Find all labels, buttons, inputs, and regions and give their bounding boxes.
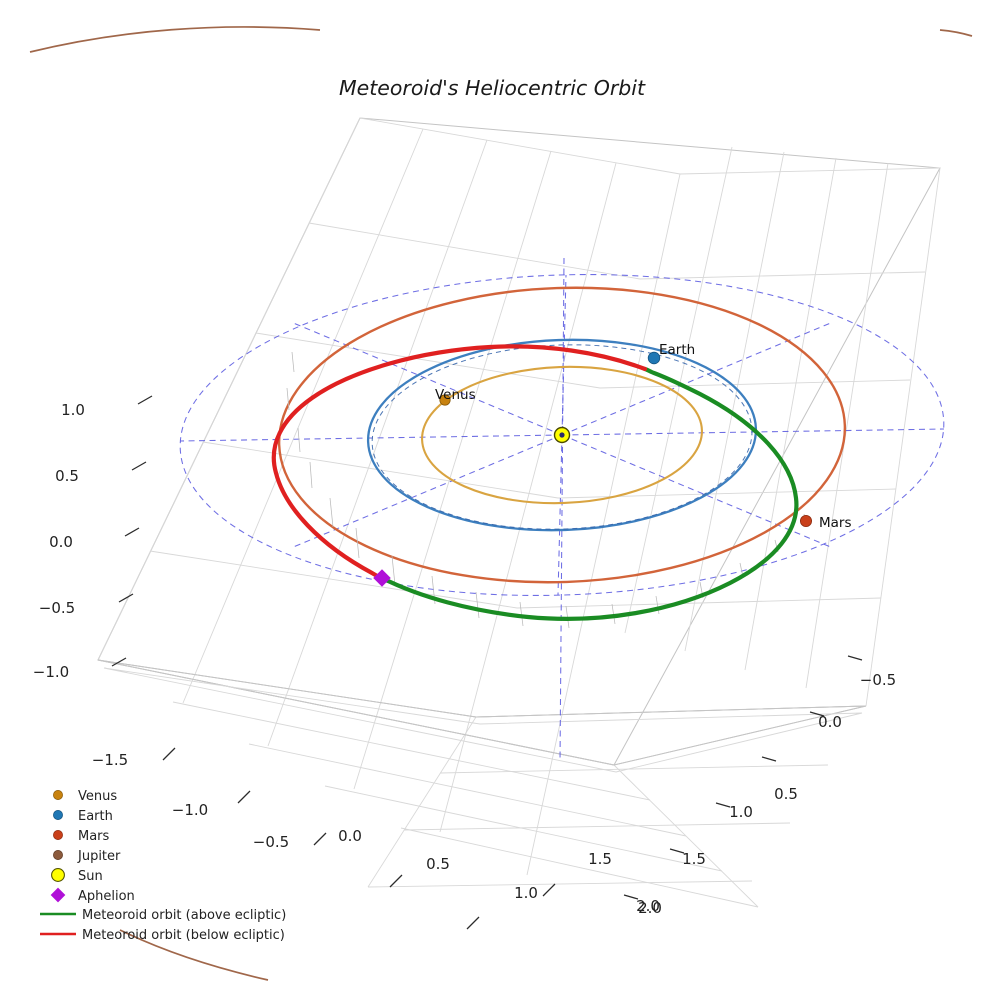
mars-orbit-curve — [277, 286, 847, 584]
venus-marker — [439, 394, 451, 406]
z-tick-label: 1.0 — [61, 401, 85, 419]
x-tick-label: −1.0 — [172, 801, 208, 819]
legend-marker-venus — [53, 790, 63, 800]
y-axis-ticks — [623, 655, 863, 900]
mars-label: Mars — [819, 515, 852, 531]
legend-marker-sun — [51, 868, 65, 882]
ecliptic-reference-grid — [179, 257, 945, 763]
z-tick-label: 0.5 — [55, 467, 79, 485]
meteoroid-droplines — [286, 351, 807, 629]
meteoroid-orbit-below-ecliptic — [271, 344, 648, 581]
jupiter-orbit-curve — [29, 26, 973, 981]
legend-label-aphelion: Aphelion — [78, 889, 135, 904]
y-tick-label: 0.0 — [818, 713, 842, 731]
x-tick-label: 0.0 — [338, 827, 362, 845]
y-axis-tick-labels: −0.5 0.0 0.5 1.0 1.5 2.0 — [636, 671, 896, 915]
legend-label-meteoroid-above: Meteoroid orbit (above ecliptic) — [82, 908, 286, 923]
legend-label-jupiter: Jupiter — [77, 849, 121, 864]
earth-marker — [647, 351, 661, 365]
z-tick-label: 0.0 — [49, 533, 73, 551]
y-tick-label: 2.0 — [636, 897, 660, 915]
x-axis-ticks — [162, 747, 556, 930]
earth-orbit-curve — [366, 338, 758, 532]
y-tick-label: −0.5 — [860, 671, 896, 689]
z-tick-label: −0.5 — [39, 599, 75, 617]
y-tick-label: 0.5 — [774, 785, 798, 803]
venus-orbit-curve — [421, 365, 703, 505]
x-tick-label: −0.5 — [253, 833, 289, 851]
body-labels: Earth Venus Mars — [435, 342, 852, 531]
x-axis-tick-labels: −1.5 −1.0 −0.5 0.0 0.5 1.0 1.5 2.0 — [92, 751, 662, 917]
venus-label: Venus — [435, 387, 476, 403]
floor-pane — [97, 659, 867, 766]
mars-marker — [800, 515, 813, 528]
z-axis-tick-labels: 1.0 0.5 0.0 −0.5 −1.0 — [33, 401, 85, 681]
y-tick-label: 1.5 — [682, 850, 706, 868]
legend-label-venus: Venus — [78, 789, 117, 804]
earth-label: Earth — [659, 342, 695, 358]
y-tick-label: 1.0 — [729, 803, 753, 821]
legend-marker-jupiter — [53, 850, 63, 860]
meteoroid-orbit-above-ecliptic — [379, 366, 799, 621]
x-tick-label: 1.5 — [588, 850, 612, 868]
legend-label-meteoroid-below: Meteoroid orbit (below ecliptic) — [82, 928, 285, 943]
legend-label-mars: Mars — [78, 829, 110, 844]
legend: Venus Earth Mars Jupiter Sun Aphelion Me… — [40, 789, 286, 943]
z-tick-label: −1.0 — [33, 663, 69, 681]
z-axis-ticks — [111, 395, 153, 667]
x-tick-label: 1.0 — [514, 884, 538, 902]
legend-marker-mars — [53, 830, 63, 840]
axes-panes — [97, 117, 941, 908]
x-tick-label: 2.0 — [638, 899, 662, 917]
legend-label-earth: Earth — [78, 809, 113, 824]
legend-label-sun: Sun — [78, 869, 103, 884]
aphelion-marker — [373, 569, 391, 587]
x-tick-label: 0.5 — [426, 855, 450, 873]
x-tick-label: −1.5 — [92, 751, 128, 769]
legend-marker-earth — [53, 810, 63, 820]
legend-marker-aphelion — [50, 887, 66, 903]
page-title: Meteoroid's Heliocentric Orbit — [339, 76, 646, 100]
sun-marker — [553, 426, 571, 444]
